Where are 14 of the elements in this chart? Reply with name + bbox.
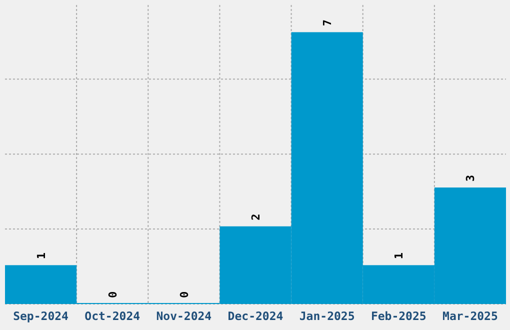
x-tick-label: Sep-2024 (13, 309, 69, 323)
x-tick-label: Feb-2025 (370, 309, 426, 323)
data-label: 3 (464, 174, 478, 182)
data-label: 0 (178, 291, 191, 298)
x-tick-label: Mar-2025 (442, 309, 498, 323)
x-tick-label: Dec-2024 (228, 309, 284, 323)
data-label: 7 (321, 20, 334, 26)
data-label: 1 (34, 252, 48, 260)
data-label: 2 (250, 214, 262, 220)
x-tick-label: Oct-2024 (84, 309, 140, 323)
data-label: 1 (392, 252, 406, 260)
data-label: 0 (106, 291, 120, 298)
x-tick-label: Nov-2024 (156, 309, 212, 323)
x-tick-label: Jan-2025 (299, 309, 355, 323)
